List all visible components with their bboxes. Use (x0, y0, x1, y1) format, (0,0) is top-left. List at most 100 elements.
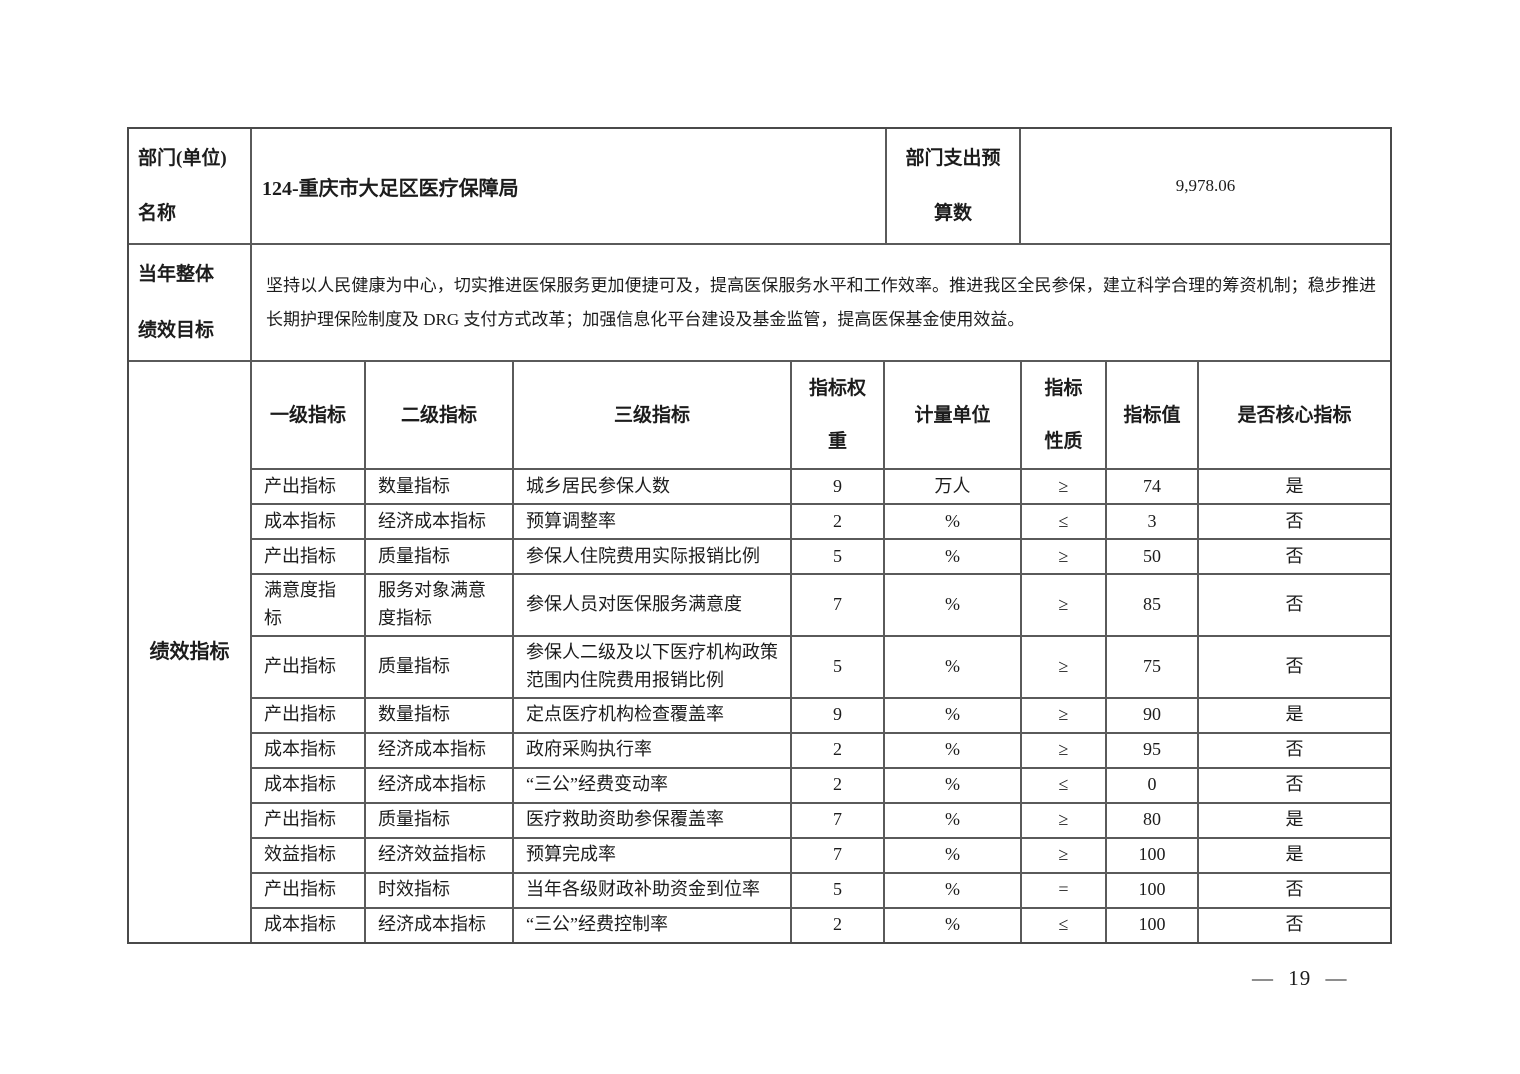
table-cell: 9 (792, 698, 883, 732)
annual-goal-text: 坚持以人民健康为中心，切实推进医保服务更加便捷可及，提高医保服务水平和工作效率。… (252, 245, 1390, 360)
table-cell: 95 (1107, 733, 1197, 767)
table-cell: % (885, 505, 1020, 539)
table-cell: ≥ (1022, 698, 1105, 732)
indicator-table-header: 一级指标 二级指标 三级指标 指标权 重 计量单位 指标 性质 指标值 是否核心… (252, 362, 1390, 469)
table-cell: 7 (792, 803, 883, 837)
dept-budget-row: 124-重庆市大足区医疗保障局 部门支出预 算数 9,978.06 (252, 129, 1390, 243)
table-cell: 成本指标 (252, 768, 364, 802)
table-cell: ≥ (1022, 575, 1105, 636)
table-cell: ≥ (1022, 838, 1105, 872)
table-cell: % (885, 838, 1020, 872)
table-cell: 5 (792, 637, 883, 697)
table-row: 成本指标 经济成本指标 预算调整率 2% ≤3 否 (252, 505, 1390, 539)
table-cell: 否 (1199, 637, 1390, 697)
table-cell: 经济成本指标 (366, 505, 512, 539)
table-cell: 质量指标 (366, 540, 512, 574)
performance-indicators-label: 绩效指标 (129, 362, 250, 942)
table-cell: ≥ (1022, 733, 1105, 767)
table-cell: ≤ (1022, 908, 1105, 942)
table-row: 产出指标 时效指标 当年各级财政补助资金到位率 5% = 100 否 (252, 873, 1390, 907)
table-cell: 产出指标 (252, 637, 364, 697)
table-cell: 否 (1199, 733, 1390, 767)
table-cell: % (885, 698, 1020, 732)
table-cell: 否 (1199, 575, 1390, 636)
table-cell: ≤ (1022, 505, 1105, 539)
table-cell: 预算调整率 (514, 505, 790, 539)
table-cell: 医疗救助资助参保覆盖率 (514, 803, 790, 837)
table-cell: 满意度指标 (252, 575, 364, 636)
table-cell: 服务对象满意度指标 (366, 575, 512, 636)
table-cell: % (885, 540, 1020, 574)
table-cell: 是 (1199, 470, 1390, 504)
col-header-core: 是否核心指标 (1199, 362, 1390, 469)
col-header-unit: 计量单位 (885, 362, 1020, 469)
table-cell: ≥ (1022, 803, 1105, 837)
table-cell: 100 (1107, 908, 1197, 942)
table-cell: 3 (1107, 505, 1197, 539)
table-cell: 成本指标 (252, 908, 364, 942)
table-cell: 否 (1199, 540, 1390, 574)
table-cell: % (885, 733, 1020, 767)
table-cell: 城乡居民参保人数 (514, 470, 790, 504)
table-cell: 预算完成率 (514, 838, 790, 872)
table-cell: 否 (1199, 873, 1390, 907)
table-cell: 0 (1107, 768, 1197, 802)
table-cell: 否 (1199, 768, 1390, 802)
table-cell: 74 (1107, 470, 1197, 504)
table-row: 成本指标 经济成本指标 政府采购执行率 2% ≥95 否 (252, 733, 1390, 767)
table-cell: 当年各级财政补助资金到位率 (514, 873, 790, 907)
dept-name-value: 124-重庆市大足区医疗保障局 (252, 129, 885, 243)
table-cell: % (885, 873, 1020, 907)
table-cell: 数量指标 (366, 470, 512, 504)
budget-performance-table: 部门(单位) 名称 124-重庆市大足区医疗保障局 部门支出预 算数 9,978… (127, 127, 1392, 944)
table-row: 产出指标 质量指标 参保人住院费用实际报销比例 5% ≥50 否 (252, 540, 1390, 574)
table-cell: 是 (1199, 803, 1390, 837)
table-cell: 是 (1199, 698, 1390, 732)
col-header-value: 指标值 (1107, 362, 1197, 469)
table-cell: 定点医疗机构检查覆盖率 (514, 698, 790, 732)
table-cell: “三公”经费变动率 (514, 768, 790, 802)
annual-goal-label: 当年整体 绩效目标 (129, 245, 250, 360)
table-cell: 7 (792, 838, 883, 872)
dept-name-label: 部门(单位) 名称 (129, 129, 250, 243)
table-cell: 产出指标 (252, 873, 364, 907)
table-cell: % (885, 908, 1020, 942)
table-cell: % (885, 575, 1020, 636)
col-header-nature: 指标 性质 (1022, 362, 1105, 469)
table-row: 产出指标 质量指标 医疗救助资助参保覆盖率 7% ≥80 是 (252, 803, 1390, 837)
col-header-level2: 二级指标 (366, 362, 512, 469)
table-cell: 2 (792, 733, 883, 767)
table-cell: 经济成本指标 (366, 733, 512, 767)
table-cell: 50 (1107, 540, 1197, 574)
table-cell: 数量指标 (366, 698, 512, 732)
table-row: 产出指标 数量指标 城乡居民参保人数 9 万人 ≥74 是 (252, 470, 1390, 504)
budget-label: 部门支出预 算数 (887, 129, 1019, 243)
table-cell: 产出指标 (252, 540, 364, 574)
table-row: 产出指标 数量指标 定点医疗机构检查覆盖率 9% ≥90 是 (252, 698, 1390, 732)
table-cell: 5 (792, 873, 883, 907)
table-cell: 产出指标 (252, 803, 364, 837)
table-cell: 质量指标 (366, 803, 512, 837)
table-cell: 100 (1107, 838, 1197, 872)
table-cell: 成本指标 (252, 733, 364, 767)
table-cell: 政府采购执行率 (514, 733, 790, 767)
table-cell: 成本指标 (252, 505, 364, 539)
table-cell: = (1022, 873, 1105, 907)
table-cell: 否 (1199, 505, 1390, 539)
table-row: 效益指标 经济效益指标 预算完成率 7% ≥100 是 (252, 838, 1390, 872)
col-header-level1: 一级指标 (252, 362, 364, 469)
table-cell: ≥ (1022, 540, 1105, 574)
table-cell: 2 (792, 505, 883, 539)
table-cell: 参保人员对医保服务满意度 (514, 575, 790, 636)
table-cell: % (885, 637, 1020, 697)
table-cell: 时效指标 (366, 873, 512, 907)
table-cell: 7 (792, 575, 883, 636)
page-number: — 19 — (1252, 966, 1348, 990)
indicator-table: 一级指标 二级指标 三级指标 指标权 重 计量单位 指标 性质 指标值 是否核心… (252, 362, 1390, 942)
table-cell: “三公”经费控制率 (514, 908, 790, 942)
col-header-weight: 指标权 重 (792, 362, 883, 469)
table-cell: 效益指标 (252, 838, 364, 872)
table-cell: 经济成本指标 (366, 768, 512, 802)
table-cell: 产出指标 (252, 470, 364, 504)
table-cell: 万人 (885, 470, 1020, 504)
